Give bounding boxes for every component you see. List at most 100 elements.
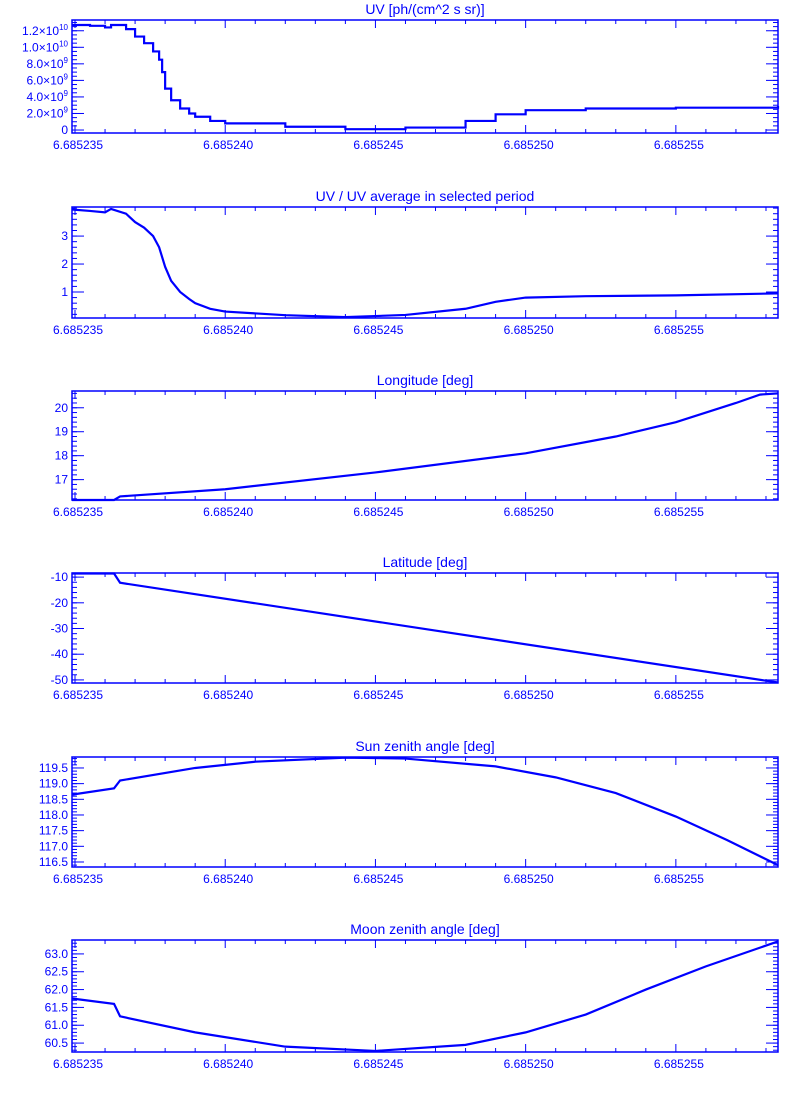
data-series-line	[71, 207, 779, 319]
x-tick-label: 6.685235	[53, 1057, 103, 1071]
y-tick-label: -50	[51, 673, 69, 687]
plot-frame	[71, 390, 779, 501]
chart-title: Longitude [deg]	[377, 372, 474, 388]
plot-frame	[71, 206, 779, 319]
y-tick-label: 63.0	[45, 947, 69, 961]
x-tick-label: 6.685235	[53, 323, 103, 337]
y-tick-label: 18	[55, 449, 69, 463]
y-tick-mantissa: 119.0	[39, 777, 68, 791]
x-tick-label: 6.685250	[504, 872, 554, 886]
y-tick-label: -20	[51, 596, 69, 610]
y-tick-mantissa: 8.0×10	[27, 57, 64, 71]
x-tick-label: 6.685235	[53, 872, 103, 886]
y-tick-label: 1.2×1010	[22, 23, 68, 38]
x-tick-label: 6.685250	[504, 1057, 554, 1071]
y-tick-mantissa: 119.5	[39, 761, 68, 775]
x-tick-label: 6.685245	[353, 138, 403, 152]
y-tick-mantissa: -50	[51, 673, 69, 687]
y-tick-mantissa: 61.0	[45, 1018, 69, 1032]
y-tick-mantissa: 3	[61, 229, 68, 243]
y-tick-mantissa: 63.0	[45, 947, 69, 961]
y-tick-label: 118.0	[39, 808, 68, 822]
y-tick-mantissa: 19	[55, 425, 69, 439]
x-tick-label: 6.685245	[353, 505, 403, 519]
y-tick-mantissa: 20	[55, 401, 69, 415]
data-series-line	[72, 23, 780, 131]
y-tick-mantissa: 118.0	[39, 808, 68, 822]
chart-panel-4: Latitude [deg] 6.685235 6.685240 6.685245 6.…	[51, 554, 779, 702]
y-tick-mantissa: 17	[55, 473, 69, 487]
data-series-line	[72, 392, 779, 502]
y-tick-label: 4.0×109	[27, 89, 69, 104]
y-tick-mantissa: 4.0×10	[27, 90, 64, 104]
x-tick-label: 6.685255	[654, 138, 704, 152]
y-tick-mantissa: 2	[61, 257, 68, 271]
x-tick-label: 6.685240	[203, 323, 253, 337]
chart-panel-2: UV / UV average in selected period 6.6852…	[53, 188, 779, 337]
data-series-line	[72, 572, 779, 684]
x-tick-label: 6.685240	[203, 688, 253, 702]
data-series-line	[71, 940, 779, 1053]
chart-panel-6: Moon zenith angle [deg] 6.685235 6.685240 6…	[45, 921, 779, 1071]
y-tick-label: 0	[61, 123, 68, 137]
y-tick-label: 62.5	[45, 965, 69, 979]
chart-panel-1: UV [ph/(cm^2 s sr)] 6.685235 6.685240 6.685…	[22, 1, 780, 152]
chart-panel-5: Sun zenith angle [deg] 6.685235 6.685240 6.…	[39, 738, 779, 886]
x-tick-label: 6.685245	[353, 1057, 403, 1071]
y-tick-label: 119.5	[39, 761, 68, 775]
x-tick-label: 6.685240	[203, 138, 253, 152]
y-tick-label: 117.5	[39, 824, 68, 838]
plot-frame	[71, 939, 779, 1053]
x-tick-label: 6.685245	[353, 688, 403, 702]
y-tick-exponent: 9	[64, 105, 69, 114]
y-tick-label: 119.0	[39, 777, 68, 791]
y-tick-mantissa: 62.0	[45, 983, 69, 997]
y-tick-label: 62.0	[45, 983, 69, 997]
x-tick-label: 6.685240	[203, 872, 253, 886]
y-tick-mantissa: -40	[51, 647, 69, 661]
y-tick-label: 1.0×1010	[22, 39, 68, 54]
y-tick-mantissa: 1.2×10	[22, 24, 59, 38]
y-tick-mantissa: 2.0×10	[27, 106, 64, 120]
y-tick-exponent: 9	[64, 89, 69, 98]
y-tick-label: 2	[61, 257, 68, 271]
y-tick-mantissa: -20	[51, 596, 69, 610]
y-tick-label: 61.5	[45, 1000, 69, 1014]
x-tick-label: 6.685250	[504, 323, 554, 337]
x-tick-label: 6.685235	[53, 138, 103, 152]
y-tick-label: 17	[55, 473, 69, 487]
data-series-line	[71, 756, 779, 867]
x-tick-label: 6.685255	[654, 1057, 704, 1071]
x-tick-label: 6.685235	[53, 688, 103, 702]
y-tick-label: 117.0	[39, 839, 68, 853]
y-tick-label: 20	[55, 401, 69, 415]
y-tick-mantissa: 62.5	[45, 965, 69, 979]
y-tick-label: 2.0×109	[27, 105, 69, 120]
x-tick-label: 6.685255	[654, 872, 704, 886]
y-tick-label: 8.0×109	[27, 56, 69, 71]
y-tick-label: -30	[51, 622, 69, 636]
plot-frame	[71, 19, 779, 134]
y-tick-exponent: 9	[64, 72, 69, 81]
chart-title: Sun zenith angle [deg]	[355, 738, 494, 754]
y-tick-mantissa: 1.0×10	[22, 40, 59, 54]
y-tick-mantissa: 1	[61, 285, 68, 299]
plot-frame	[71, 756, 779, 868]
y-tick-mantissa: 117.5	[39, 824, 68, 838]
y-tick-label: 60.5	[45, 1036, 69, 1050]
x-tick-label: 6.685240	[203, 505, 253, 519]
y-tick-mantissa: 6.0×10	[27, 73, 64, 87]
y-tick-exponent: 9	[64, 56, 69, 65]
chart-title: UV / UV average in selected period	[316, 188, 535, 204]
x-tick-label: 6.685255	[654, 505, 704, 519]
y-tick-label: 61.0	[45, 1018, 69, 1032]
y-tick-mantissa: 117.0	[39, 839, 68, 853]
x-tick-label: 6.685255	[654, 323, 704, 337]
y-tick-mantissa: -10	[51, 570, 69, 584]
y-tick-mantissa: 60.5	[45, 1036, 69, 1050]
y-tick-exponent: 10	[59, 39, 68, 48]
chart-panel-3: Longitude [deg] 6.685235 6.685240 6.685245 6…	[53, 372, 779, 519]
x-tick-label: 6.685255	[654, 688, 704, 702]
x-tick-label: 6.685250	[504, 505, 554, 519]
